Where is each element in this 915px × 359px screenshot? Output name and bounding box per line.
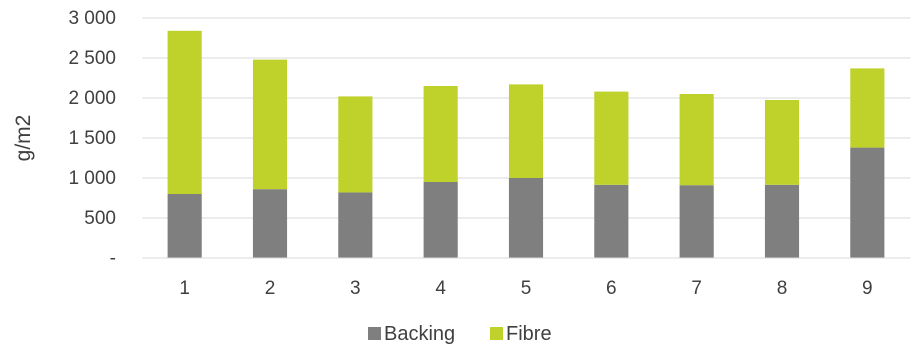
legend-swatch-backing [368, 327, 381, 340]
y-tick-label: 2 500 [68, 48, 116, 69]
x-tick-label: 7 [691, 278, 702, 299]
bar-backing-5 [508, 178, 544, 258]
legend-label-fibre: Fibre [506, 323, 552, 345]
bar-backing-9 [850, 147, 885, 258]
bar-fibre-5 [508, 84, 544, 178]
bar-fibre-6 [594, 91, 629, 185]
x-tick-label: 1 [179, 278, 190, 299]
x-tick-label: 5 [521, 278, 532, 299]
bar-backing-8 [764, 184, 800, 258]
bar-fibre-4 [423, 86, 458, 182]
y-tick-label: 1 000 [68, 168, 116, 189]
y-tick-label: 1 500 [68, 128, 116, 149]
bar-fibre-2 [252, 59, 288, 190]
bar-backing-4 [423, 182, 458, 258]
x-tick-label: 6 [606, 278, 617, 299]
y-tick-label: 3 000 [68, 8, 116, 29]
x-tick-label: 2 [265, 278, 276, 299]
y-tick-label: 2 000 [68, 88, 116, 109]
bar-fibre-9 [850, 68, 885, 148]
bar-fibre-7 [679, 94, 714, 186]
y-tick-labels: - 500 1 000 1 500 2 000 2 500 3 000 [68, 8, 116, 269]
legend: Backing Fibre [368, 323, 552, 345]
legend-swatch-fibre [490, 327, 503, 340]
x-tick-label: 3 [350, 278, 361, 299]
bar-backing-3 [338, 192, 373, 258]
y-tick-label: - [110, 248, 116, 269]
bar-fibre-3 [338, 96, 373, 193]
y-tick-label: 500 [84, 208, 116, 229]
bar-fibre-1 [167, 30, 202, 194]
bar-backing-7 [679, 185, 714, 258]
x-tick-labels: 1 2 3 4 5 6 7 8 9 [179, 278, 872, 299]
bar-fibre-8 [764, 100, 800, 185]
x-tick-label: 8 [777, 278, 788, 299]
bar-backing-1 [167, 194, 202, 258]
x-tick-label: 9 [862, 278, 873, 299]
bar-backing-2 [252, 189, 288, 258]
y-axis-title: g/m2 [12, 115, 35, 162]
x-tick-label: 4 [435, 278, 446, 299]
legend-label-backing: Backing [384, 323, 455, 345]
bar-backing-6 [594, 184, 629, 258]
bars [167, 30, 885, 258]
